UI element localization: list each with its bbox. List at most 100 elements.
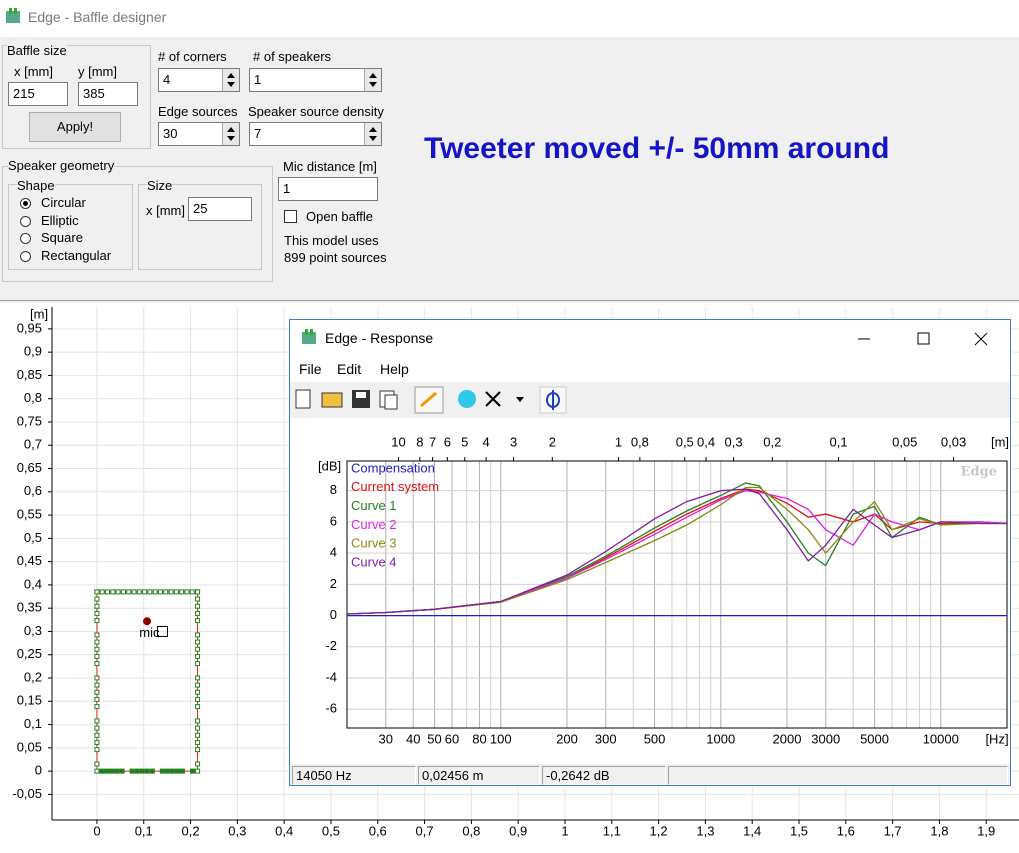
top-tick-label: 3 (510, 434, 517, 449)
edge-source (195, 661, 201, 667)
edge-source (163, 589, 169, 595)
app-icon (6, 8, 20, 23)
top-tick-label: 0,05 (892, 434, 917, 449)
top-tick-label: 5 (461, 434, 468, 449)
x-tick-label: 200 (556, 731, 578, 746)
annotation: Tweeter moved +/- 50mm around (424, 132, 890, 165)
y-tick-label: 2 (330, 576, 337, 591)
spinner[interactable] (364, 123, 381, 145)
edge-source (144, 768, 150, 774)
top-tick-label: 0,3 (725, 434, 743, 449)
x-tick-label: 0 (93, 823, 100, 838)
edge-source (109, 768, 115, 774)
response-window: Edge - Response File Edit Help 30 40 50 60 8… (289, 319, 1011, 786)
y-tick-label: 0,5 (24, 530, 42, 545)
y-tick-label: 0,45 (17, 553, 42, 568)
curve (346, 490, 1008, 615)
text-input[interactable]: 1 (278, 177, 378, 201)
spinner[interactable] (364, 69, 381, 91)
x-tick-label: 500 (644, 731, 666, 746)
curve (346, 488, 1007, 615)
text-input[interactable]: 215 (8, 82, 68, 106)
edge-source (94, 632, 100, 638)
checkbox[interactable] (284, 210, 297, 223)
legend-entry: Compensation (351, 460, 435, 475)
edge-source (195, 610, 201, 616)
mic (156, 625, 168, 637)
window-title: Edge - Baffle designer (28, 9, 167, 25)
status-field: 14050 Hz (292, 766, 416, 785)
menu-bar (290, 356, 1010, 382)
curve (346, 482, 1008, 615)
radio-button[interactable] (20, 250, 31, 262)
x-tick-label: 100 (490, 731, 512, 746)
x-tick-label: 80 (472, 731, 486, 746)
menu-item[interactable]: Help (380, 361, 409, 377)
spinner[interactable] (222, 69, 239, 91)
info-text: 899 point sources (284, 250, 387, 265)
field-label: Speaker source density (248, 104, 384, 119)
field-label: y [mm] (78, 64, 117, 79)
y-tick-label: 0,25 (17, 646, 42, 661)
x-tick-label: 1,3 (696, 823, 714, 838)
x-tick-label: 50 (427, 731, 441, 746)
status-field: -0,2642 dB (542, 766, 666, 785)
y-tick-label: 0,2 (24, 669, 42, 684)
x-tick-label: 2000 (773, 731, 802, 746)
y-tick-label: 0,1 (24, 716, 42, 731)
top-tick-label: 0,4 (697, 434, 715, 449)
toolbar[interactable] (290, 384, 1010, 416)
y-tick-label: 0,55 (17, 507, 42, 522)
title-bar (0, 0, 1019, 37)
text-input[interactable]: 25 (188, 197, 252, 221)
x-tick-label: 0,3 (228, 823, 246, 838)
edge-source (195, 675, 201, 681)
menu-item[interactable]: File (299, 361, 322, 377)
edge-source (189, 589, 195, 595)
spinner-arrows[interactable] (365, 69, 381, 91)
spinner-arrows[interactable] (365, 123, 381, 145)
edge-source (94, 725, 100, 731)
edge-source (195, 718, 201, 724)
edge-source (94, 689, 100, 695)
spinner[interactable] (222, 123, 239, 145)
radio-button[interactable] (20, 215, 31, 227)
spinner-arrows[interactable] (223, 69, 239, 91)
field-label: # of corners (158, 49, 227, 64)
text-input[interactable]: 385 (78, 82, 138, 106)
y-tick-label: -2 (325, 638, 337, 653)
edge-source (126, 589, 132, 595)
edge-source (195, 768, 201, 774)
top-tick-label: 0,03 (941, 434, 966, 449)
radio-label: Elliptic (41, 212, 79, 228)
watermark: Edge (961, 465, 997, 480)
x-tick-label: 1,7 (884, 823, 902, 838)
edge-source (179, 589, 185, 595)
y-unit: [dB] (318, 458, 341, 473)
top-tick-label: 4 (482, 434, 489, 449)
edge-source (195, 739, 201, 745)
edge-source (159, 768, 165, 774)
edge-source (195, 761, 201, 767)
y-tick-label: 4 (330, 545, 337, 560)
x-tick-label: 3000 (811, 731, 840, 746)
edge-source (190, 768, 196, 774)
x-tick-label: 0,2 (182, 823, 200, 838)
radio-button[interactable] (20, 198, 31, 209)
x-tick-label: 30 (379, 731, 393, 746)
menu-item[interactable]: Edit (337, 361, 362, 377)
field-label: Mic distance [m] (283, 159, 377, 174)
window-controls[interactable] (850, 328, 1010, 350)
response-chart: 30 40 50 60 80 100 200 300 500 1000 2000 3000 5000 10… (290, 418, 1010, 764)
status-field (668, 766, 1008, 785)
spin-input[interactable]: 7 (249, 122, 382, 146)
y-tick-label: -6 (325, 701, 337, 716)
apply-button[interactable]: Apply! (29, 112, 121, 142)
radio-button[interactable] (20, 233, 31, 244)
group-label: Shape (17, 178, 55, 193)
spin-input[interactable]: 4 (158, 68, 240, 92)
spin-input[interactable]: 1 (249, 68, 382, 92)
spinner-arrows[interactable] (223, 123, 239, 145)
spin-input[interactable]: 30 (158, 122, 240, 146)
edge-source (179, 768, 185, 774)
